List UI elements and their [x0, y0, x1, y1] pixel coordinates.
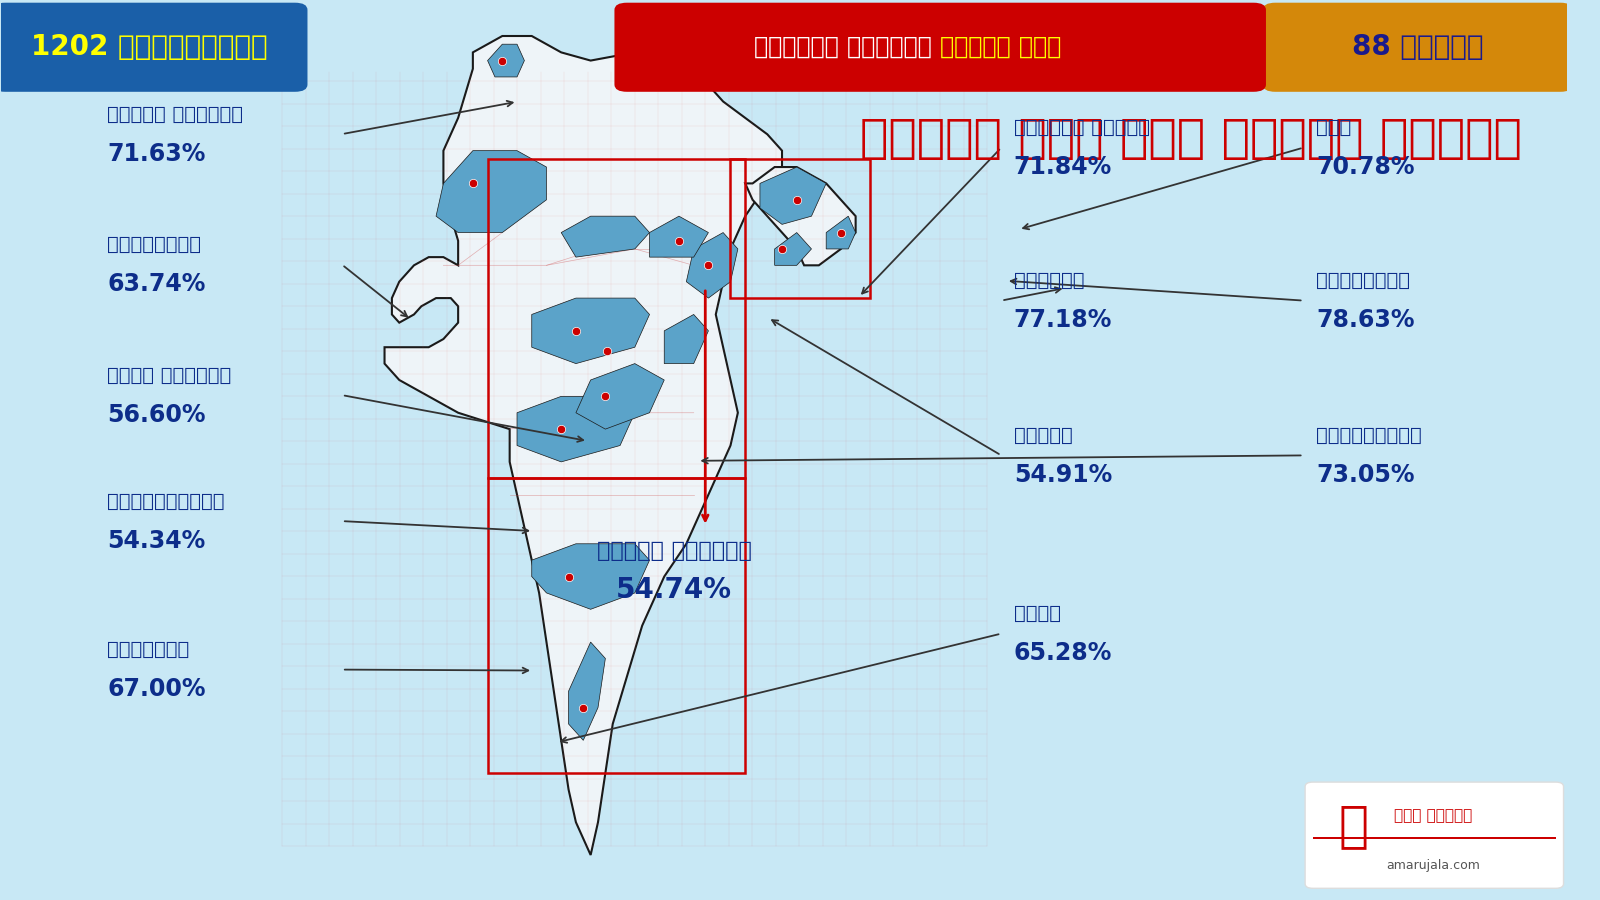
- Bar: [488, 478, 746, 773]
- Text: अ: अ: [1339, 802, 1368, 850]
- Text: कर्नाटक: कर्नाटक: [107, 640, 189, 660]
- Text: बिहार: बिहार: [1014, 426, 1072, 446]
- Text: मणिपुर: मणिपुर: [1014, 271, 1085, 291]
- Polygon shape: [686, 232, 738, 298]
- Polygon shape: [760, 167, 826, 224]
- Bar: [731, 158, 870, 298]
- Polygon shape: [488, 44, 525, 77]
- Text: 78.63%: 78.63%: [1317, 309, 1414, 332]
- Text: असम: असम: [1317, 118, 1352, 138]
- Text: 67.00%: 67.00%: [107, 678, 205, 701]
- Polygon shape: [576, 364, 664, 429]
- Text: राजस्थान: राजस्थान: [107, 235, 202, 255]
- Polygon shape: [531, 544, 650, 609]
- Text: 71.84%: 71.84%: [1014, 156, 1112, 179]
- Bar: [488, 158, 746, 478]
- Text: 71.63%: 71.63%: [107, 142, 205, 166]
- Polygon shape: [437, 150, 547, 232]
- Text: 56.60%: 56.60%: [107, 403, 205, 427]
- Text: महाराष्ट्र: महाराष्ट्र: [107, 491, 224, 511]
- Text: 54.34%: 54.34%: [107, 529, 205, 553]
- Polygon shape: [650, 216, 709, 257]
- FancyBboxPatch shape: [1262, 3, 1573, 92]
- Text: 1202 उम्मीदवार: 1202 उम्मीदवार: [30, 32, 267, 61]
- Text: दूसरे चरण में कितना मतदान: दूसरे चरण में कितना मतदान: [859, 117, 1522, 162]
- Text: उत्तर प्रदेश: उत्तर प्रदेश: [597, 541, 752, 561]
- Polygon shape: [384, 36, 782, 855]
- Text: दूसरा चरण: दूसरा चरण: [941, 35, 1061, 58]
- Text: 65.28%: 65.28%: [1014, 642, 1112, 665]
- Polygon shape: [568, 642, 605, 741]
- Text: पश्चिम बंगाल: पश्चिम बंगाल: [1014, 118, 1150, 138]
- Polygon shape: [774, 232, 811, 266]
- Text: 77.18%: 77.18%: [1014, 309, 1112, 332]
- Text: 88 सीटें: 88 सीटें: [1352, 32, 1483, 61]
- Text: 73.05%: 73.05%: [1317, 464, 1414, 487]
- Text: अमर उजाला: अमर उजाला: [1395, 808, 1472, 823]
- Text: जम्मू कश्मीर: जम्मू कश्मीर: [107, 104, 243, 124]
- Polygon shape: [517, 396, 635, 462]
- Polygon shape: [531, 298, 650, 364]
- Text: 70.78%: 70.78%: [1317, 156, 1414, 179]
- FancyBboxPatch shape: [0, 3, 307, 92]
- Polygon shape: [826, 216, 856, 249]
- Text: केरल: केरल: [1014, 604, 1061, 624]
- Text: 63.74%: 63.74%: [107, 273, 205, 296]
- FancyBboxPatch shape: [614, 3, 1266, 92]
- Polygon shape: [664, 314, 709, 364]
- FancyBboxPatch shape: [1306, 782, 1563, 888]
- Polygon shape: [562, 216, 650, 257]
- Text: लोकसभा चुनावः: लोकसभा चुनावः: [754, 35, 941, 58]
- Text: त्रिपुरा: त्रिपुरा: [1317, 271, 1410, 291]
- Text: मध्य प्रदेश: मध्य प्रदेश: [107, 365, 232, 385]
- Polygon shape: [746, 167, 856, 266]
- Text: छत्तीसगढ़: छत्तीसगढ़: [1317, 426, 1422, 446]
- Text: 54.74%: 54.74%: [616, 576, 731, 605]
- Text: amarujala.com: amarujala.com: [1387, 860, 1480, 872]
- Text: 54.91%: 54.91%: [1014, 464, 1112, 487]
- Bar: [1314, 837, 1555, 839]
